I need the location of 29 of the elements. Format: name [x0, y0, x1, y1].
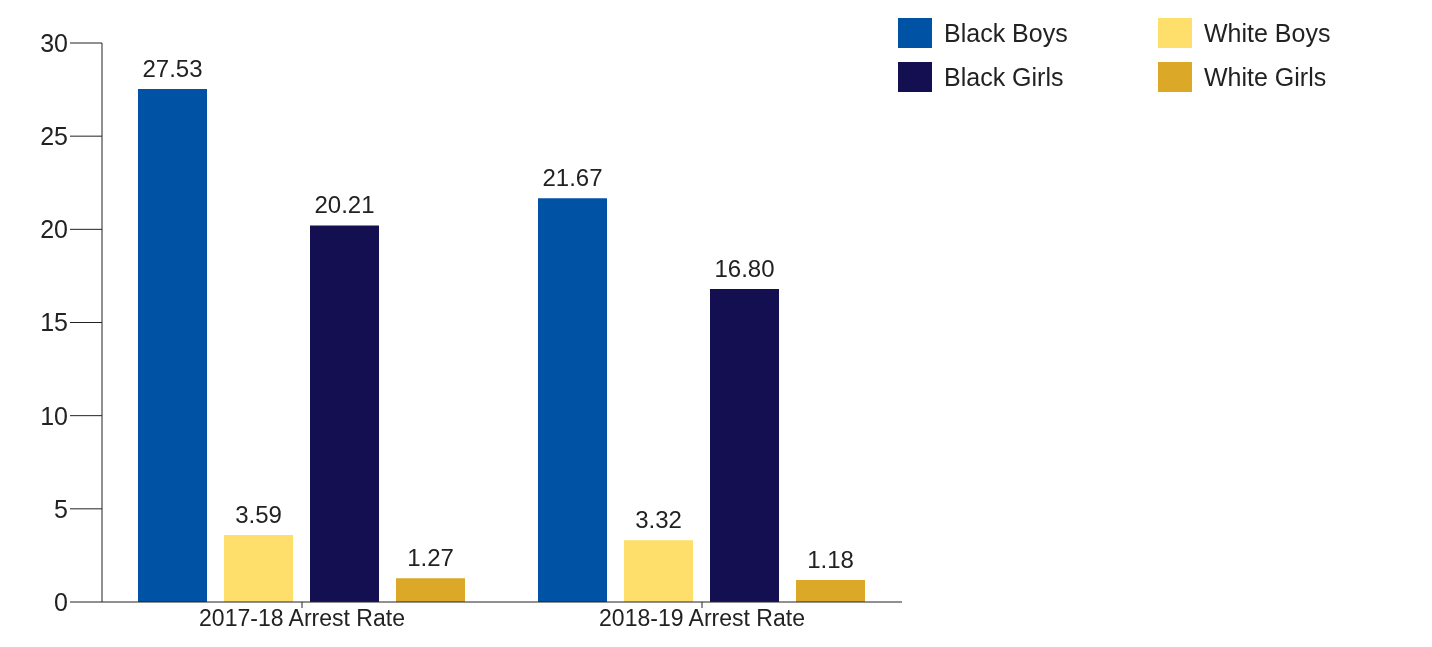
text: 1.27	[407, 544, 454, 572]
y-tick-label: 25	[40, 122, 68, 151]
bar	[396, 578, 465, 602]
bar	[710, 288, 779, 602]
bar	[796, 580, 865, 602]
text: 3.59	[235, 501, 282, 529]
y-tick-label: 10	[40, 401, 68, 430]
x-tick-label: 2018-19 Arrest Rate	[599, 605, 805, 632]
y-tick-label: 0	[54, 587, 68, 616]
text: 3.32	[635, 506, 682, 534]
y-tick-label: 5	[54, 494, 68, 523]
legend-label: White Girls	[1204, 62, 1327, 92]
bar	[624, 540, 693, 602]
legend-label: White Boys	[1204, 18, 1331, 48]
bar	[224, 535, 293, 602]
y-tick-label: 30	[40, 28, 68, 57]
legend-label: Black Girls	[944, 62, 1064, 92]
text: 27.53	[142, 55, 203, 83]
legend-label: Black Boys	[944, 18, 1068, 48]
bar	[538, 198, 607, 602]
y-tick-label: 20	[40, 215, 68, 244]
bar	[138, 89, 207, 602]
text: 20.21	[314, 191, 375, 219]
text: 1.18	[807, 546, 854, 574]
bar	[310, 225, 379, 602]
x-tick-label: 2017-18 Arrest Rate	[199, 605, 405, 632]
y-tick-label: 15	[40, 308, 68, 337]
text: 16.80	[714, 254, 775, 282]
text: 21.67	[542, 164, 603, 192]
